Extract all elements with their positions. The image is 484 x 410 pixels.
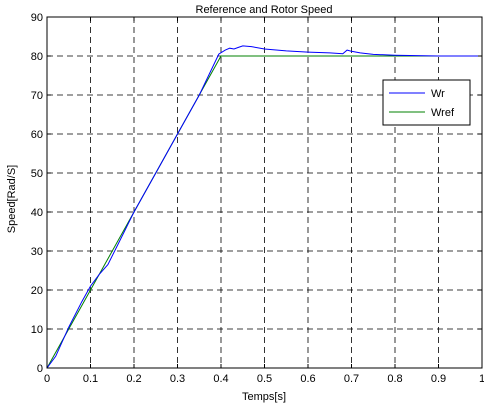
x-tick-label: 0.8 xyxy=(387,373,402,385)
x-tick-label: 0.6 xyxy=(300,373,315,385)
y-tick-label: 20 xyxy=(31,285,43,297)
chart-title: Reference and Rotor Speed xyxy=(196,4,333,16)
x-tick-label: 0.9 xyxy=(431,373,446,385)
y-axis-label: Speed[Rad/S] xyxy=(6,165,18,234)
x-tick-label: 0.7 xyxy=(344,373,359,385)
y-tick-label: 0 xyxy=(37,363,43,375)
legend-label-wr: Wr xyxy=(431,88,445,100)
y-tick-label: 40 xyxy=(31,207,43,219)
y-tick-label: 50 xyxy=(31,168,43,180)
series-line-wref xyxy=(46,55,482,369)
y-tick-label: 10 xyxy=(31,324,43,336)
y-tick-label: 80 xyxy=(31,51,43,63)
series-line-wr xyxy=(46,45,482,369)
x-tick-label: 0.3 xyxy=(170,373,185,385)
x-axis-label: Temps[s] xyxy=(242,391,286,403)
y-tick-label: 30 xyxy=(31,246,43,258)
plot-area: 0 0.1 0.2 0.3 0.4 0.5 0.6 0.7 0.8 0.9 101020304050… xyxy=(31,12,484,385)
x-tick-label: 0.2 xyxy=(126,373,141,385)
x-tick-label: 0.4 xyxy=(213,373,228,385)
y-tick-label: 70 xyxy=(31,90,43,102)
x-tick-label: 0 xyxy=(44,373,50,385)
x-tick-label: 0.1 xyxy=(83,373,98,385)
x-tick-label: 0.5 xyxy=(257,373,272,385)
y-tick-label: 90 xyxy=(31,12,43,24)
legend-label-wref: Wref xyxy=(431,107,455,119)
x-tick-label: 1 xyxy=(479,373,484,385)
legend-box xyxy=(382,79,471,126)
y-tick-label: 60 xyxy=(31,129,43,141)
